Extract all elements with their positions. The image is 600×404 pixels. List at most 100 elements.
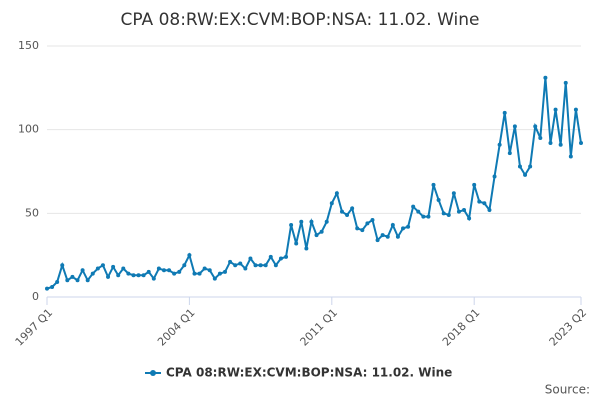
point bbox=[202, 266, 207, 271]
y-tick-label: 100 bbox=[18, 123, 39, 136]
point bbox=[553, 107, 558, 112]
point bbox=[263, 263, 268, 268]
point bbox=[60, 263, 65, 268]
point bbox=[177, 269, 182, 274]
point bbox=[233, 263, 238, 268]
point bbox=[111, 264, 116, 269]
point bbox=[284, 254, 289, 259]
point bbox=[217, 271, 222, 276]
x-tick-label: 1997 Q1 bbox=[13, 306, 56, 349]
point bbox=[253, 263, 258, 268]
point bbox=[411, 204, 416, 209]
point bbox=[212, 276, 217, 281]
point bbox=[462, 207, 467, 212]
point bbox=[467, 216, 472, 221]
chart-title: CPA 08:RW:EX:CVM:BOP:NSA: 11.02. Wine bbox=[121, 10, 480, 30]
point bbox=[268, 254, 273, 259]
point bbox=[273, 263, 278, 268]
point bbox=[294, 241, 299, 246]
point bbox=[472, 182, 477, 187]
point bbox=[543, 75, 548, 80]
point bbox=[156, 266, 161, 271]
point bbox=[304, 246, 309, 251]
point bbox=[558, 142, 563, 147]
point bbox=[523, 172, 528, 177]
point bbox=[243, 266, 248, 271]
y-tick-label: 0 bbox=[32, 290, 39, 303]
point bbox=[385, 234, 390, 239]
point bbox=[334, 191, 339, 196]
source: Source: bbox=[545, 383, 590, 397]
point bbox=[85, 278, 90, 283]
point bbox=[431, 182, 436, 187]
point bbox=[395, 234, 400, 239]
point bbox=[75, 278, 80, 283]
point bbox=[106, 274, 111, 279]
point bbox=[350, 206, 355, 211]
point bbox=[70, 274, 75, 279]
point bbox=[172, 271, 177, 276]
point bbox=[141, 273, 146, 278]
point bbox=[507, 151, 512, 156]
point bbox=[207, 268, 212, 273]
point bbox=[248, 256, 253, 261]
point bbox=[299, 219, 304, 224]
point bbox=[324, 219, 329, 224]
point bbox=[563, 80, 568, 85]
point bbox=[528, 164, 533, 169]
point bbox=[416, 209, 421, 214]
point bbox=[579, 141, 583, 146]
y-tick-label: 150 bbox=[18, 39, 39, 52]
point bbox=[573, 107, 578, 112]
point bbox=[121, 266, 126, 271]
point bbox=[477, 199, 482, 204]
point bbox=[339, 209, 344, 214]
point bbox=[456, 209, 461, 214]
point bbox=[126, 271, 131, 276]
point bbox=[512, 124, 517, 129]
point bbox=[151, 276, 156, 281]
point bbox=[197, 271, 202, 276]
point bbox=[360, 228, 365, 233]
point bbox=[136, 273, 141, 278]
point bbox=[482, 201, 487, 206]
point bbox=[365, 221, 370, 226]
x-tick-label: 2011 Q1 bbox=[298, 306, 341, 349]
point bbox=[192, 271, 197, 276]
point bbox=[182, 263, 187, 268]
point bbox=[50, 284, 55, 289]
point bbox=[131, 273, 136, 278]
point bbox=[370, 218, 375, 223]
point bbox=[65, 278, 70, 283]
point bbox=[161, 268, 166, 273]
point bbox=[146, 269, 151, 274]
point bbox=[187, 253, 192, 258]
legend-label[interactable]: CPA 08:RW:EX:CVM:BOP:NSA: 11.02. Wine bbox=[166, 366, 452, 380]
point bbox=[451, 191, 456, 196]
point bbox=[401, 226, 405, 231]
point bbox=[421, 214, 426, 219]
point bbox=[116, 273, 121, 278]
x-tick-label: 2023 Q2 bbox=[547, 306, 590, 349]
point bbox=[446, 213, 451, 218]
legend-marker bbox=[150, 370, 156, 376]
point bbox=[380, 233, 385, 238]
point bbox=[55, 279, 60, 284]
point bbox=[167, 268, 172, 273]
point bbox=[345, 213, 350, 218]
y-tick-label: 50 bbox=[25, 206, 39, 219]
point bbox=[406, 224, 411, 229]
point bbox=[517, 164, 522, 169]
point bbox=[80, 268, 85, 273]
point bbox=[390, 223, 395, 228]
point bbox=[548, 141, 553, 146]
point bbox=[309, 219, 314, 224]
point bbox=[502, 110, 507, 115]
point bbox=[441, 211, 446, 216]
point bbox=[289, 223, 294, 228]
x-tick-label: 2018 Q1 bbox=[440, 306, 483, 349]
point bbox=[533, 124, 538, 129]
point bbox=[45, 286, 49, 291]
point bbox=[497, 142, 502, 147]
point bbox=[436, 197, 441, 202]
